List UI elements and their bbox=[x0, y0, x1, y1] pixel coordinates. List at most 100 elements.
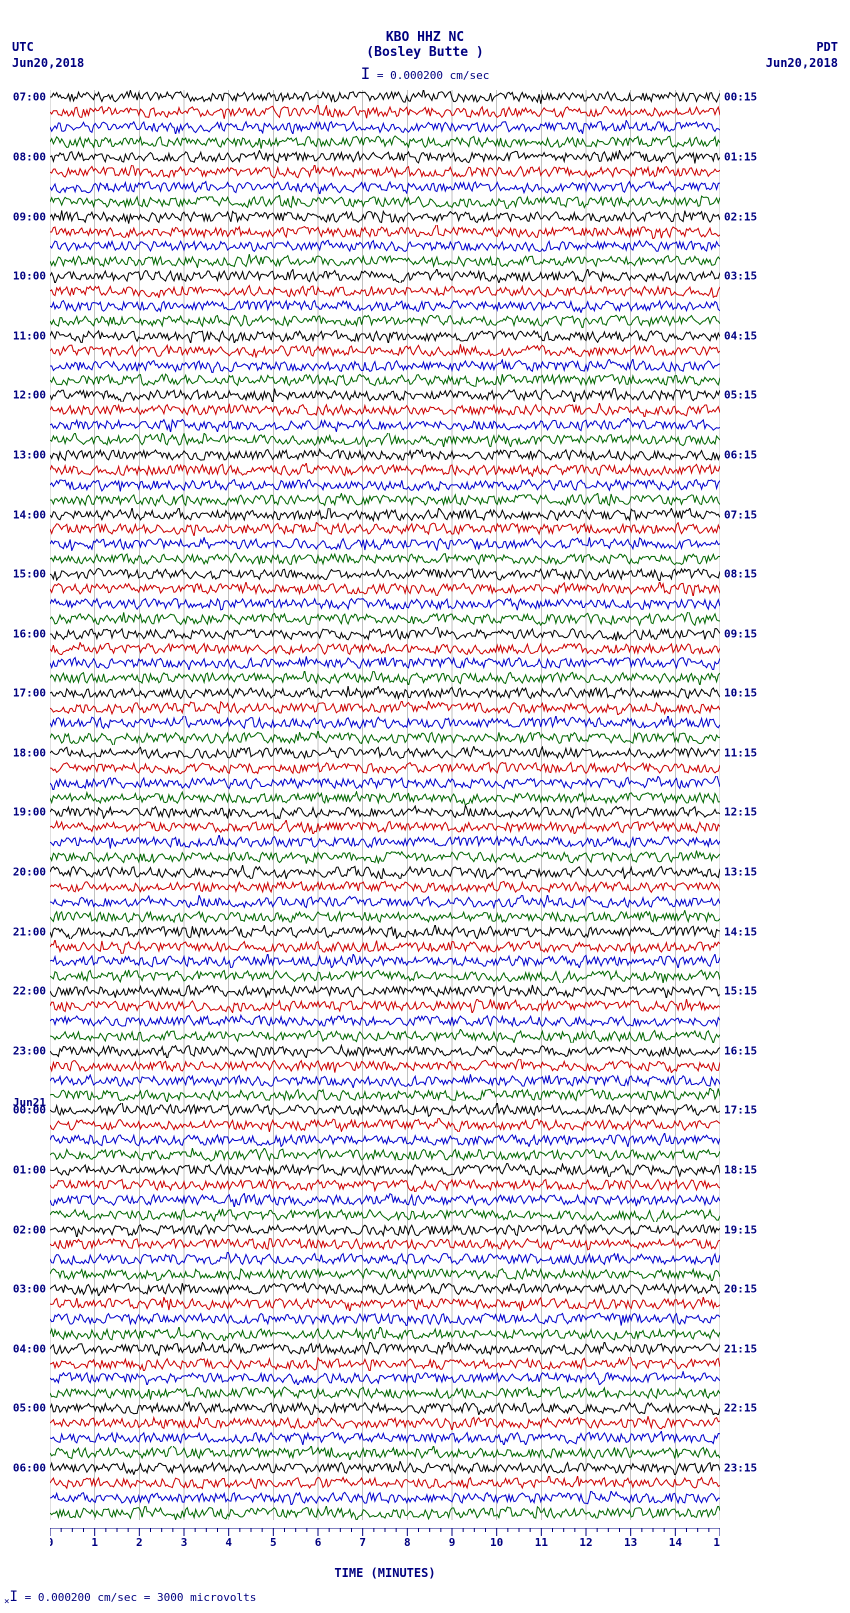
svg-text:8: 8 bbox=[404, 1536, 411, 1548]
seismic-trace bbox=[50, 1431, 720, 1445]
seismic-trace bbox=[50, 1461, 720, 1475]
pdt-time-label: 11:15 bbox=[724, 746, 757, 759]
seismic-trace bbox=[50, 329, 720, 343]
pdt-time-label: 22:15 bbox=[724, 1402, 757, 1415]
seismic-trace bbox=[50, 984, 720, 998]
svg-text:1: 1 bbox=[91, 1536, 98, 1548]
seismic-trace bbox=[50, 791, 720, 805]
seismic-trace bbox=[50, 1267, 720, 1281]
utc-time-label: 08:00 bbox=[13, 151, 46, 164]
seismic-trace bbox=[50, 1357, 720, 1371]
scale-text: = 0.000200 cm/sec bbox=[377, 69, 490, 82]
utc-time-label: 06:00 bbox=[13, 1461, 46, 1474]
seismic-trace bbox=[50, 195, 720, 209]
seismic-trace bbox=[50, 105, 720, 119]
seismic-trace bbox=[50, 1282, 720, 1296]
svg-text:2: 2 bbox=[136, 1536, 143, 1548]
seismic-trace bbox=[50, 1103, 720, 1117]
pdt-time-label: 12:15 bbox=[724, 806, 757, 819]
seismic-trace bbox=[50, 1386, 720, 1400]
seismic-trace bbox=[50, 999, 720, 1013]
seismic-trace bbox=[50, 269, 720, 283]
pdt-time-label: 18:15 bbox=[724, 1163, 757, 1176]
seismic-trace bbox=[50, 627, 720, 641]
seismic-trace bbox=[50, 731, 720, 745]
utc-time-label: 22:00 bbox=[13, 985, 46, 998]
seismic-trace bbox=[50, 508, 720, 522]
svg-text:10: 10 bbox=[490, 1536, 503, 1548]
utc-time-label: 04:00 bbox=[13, 1342, 46, 1355]
seismic-trace bbox=[50, 1059, 720, 1073]
utc-time-label: 01:00 bbox=[13, 1163, 46, 1176]
seismic-trace bbox=[50, 1118, 720, 1132]
seismic-trace bbox=[50, 165, 720, 179]
seismic-trace bbox=[50, 448, 720, 462]
pdt-time-label: 01:15 bbox=[724, 151, 757, 164]
utc-time-label: 03:00 bbox=[13, 1283, 46, 1296]
seismic-trace bbox=[50, 1163, 720, 1177]
station-location: (Bosley Butte ) bbox=[0, 45, 850, 60]
seismic-trace bbox=[50, 1416, 720, 1430]
seismic-trace bbox=[50, 239, 720, 253]
utc-time-label: 10:00 bbox=[13, 270, 46, 283]
station-code: KBO HHZ NC bbox=[0, 30, 850, 45]
utc-time-label: 17:00 bbox=[13, 687, 46, 700]
seismic-trace bbox=[50, 225, 720, 239]
seismic-trace bbox=[50, 1223, 720, 1237]
seismic-trace bbox=[50, 1088, 720, 1102]
seismic-trace bbox=[50, 776, 720, 790]
x-axis-label: TIME (MINUTES) bbox=[50, 1566, 720, 1580]
seismic-trace bbox=[50, 1506, 720, 1520]
pdt-time-label: 16:15 bbox=[724, 1044, 757, 1057]
pdt-time-label: 03:15 bbox=[724, 270, 757, 283]
seismic-trace bbox=[50, 880, 720, 894]
pdt-header: PDT Jun20,2018 bbox=[766, 40, 838, 71]
seismic-trace bbox=[50, 1446, 720, 1460]
seismic-trace bbox=[50, 433, 720, 447]
seismic-trace bbox=[50, 284, 720, 298]
pdt-time-label: 04:15 bbox=[724, 329, 757, 342]
pdt-time-label: 19:15 bbox=[724, 1223, 757, 1236]
seismic-trace bbox=[50, 1327, 720, 1341]
seismogram-plot: 07:0000:1508:0001:1509:0002:1510:0003:15… bbox=[50, 90, 720, 1520]
utc-time-label: 15:00 bbox=[13, 568, 46, 581]
pdt-time-label: 00:15 bbox=[724, 91, 757, 104]
svg-text:6: 6 bbox=[315, 1536, 322, 1548]
seismic-trace bbox=[50, 463, 720, 477]
seismic-trace bbox=[50, 1178, 720, 1192]
seismic-trace bbox=[50, 1029, 720, 1043]
pdt-time-label: 06:15 bbox=[724, 448, 757, 461]
day-change-label: Jun21 bbox=[13, 1096, 46, 1109]
pdt-time-label: 09:15 bbox=[724, 627, 757, 640]
seismic-trace bbox=[50, 1312, 720, 1326]
footer-scale: ×I = 0.000200 cm/sec = 3000 microvolts bbox=[4, 1589, 256, 1607]
seismic-trace bbox=[50, 373, 720, 387]
seismic-trace bbox=[50, 671, 720, 685]
x-axis: 0123456789101112131415 TIME (MINUTES) bbox=[50, 1528, 720, 1580]
svg-text:15: 15 bbox=[713, 1536, 720, 1548]
seismic-trace bbox=[50, 850, 720, 864]
utc-time-label: 16:00 bbox=[13, 627, 46, 640]
seismic-trace bbox=[50, 940, 720, 954]
seismic-trace bbox=[50, 1044, 720, 1058]
pdt-label: PDT bbox=[766, 40, 838, 56]
seismic-trace bbox=[50, 1342, 720, 1356]
seismic-trace bbox=[50, 150, 720, 164]
footer-text: = 0.000200 cm/sec = 3000 microvolts bbox=[25, 1591, 257, 1604]
svg-text:12: 12 bbox=[579, 1536, 592, 1548]
pdt-time-label: 02:15 bbox=[724, 210, 757, 223]
seismic-trace bbox=[50, 314, 720, 328]
seismic-trace bbox=[50, 403, 720, 417]
seismic-trace bbox=[50, 1014, 720, 1028]
seismic-trace bbox=[50, 180, 720, 194]
utc-time-label: 18:00 bbox=[13, 746, 46, 759]
seismic-trace bbox=[50, 522, 720, 536]
seismic-trace bbox=[50, 344, 720, 358]
seismic-trace bbox=[50, 656, 720, 670]
utc-time-label: 07:00 bbox=[13, 91, 46, 104]
seismic-trace bbox=[50, 359, 720, 373]
seismic-trace bbox=[50, 567, 720, 581]
seismic-trace bbox=[50, 254, 720, 268]
seismic-trace bbox=[50, 686, 720, 700]
utc-time-label: 14:00 bbox=[13, 508, 46, 521]
